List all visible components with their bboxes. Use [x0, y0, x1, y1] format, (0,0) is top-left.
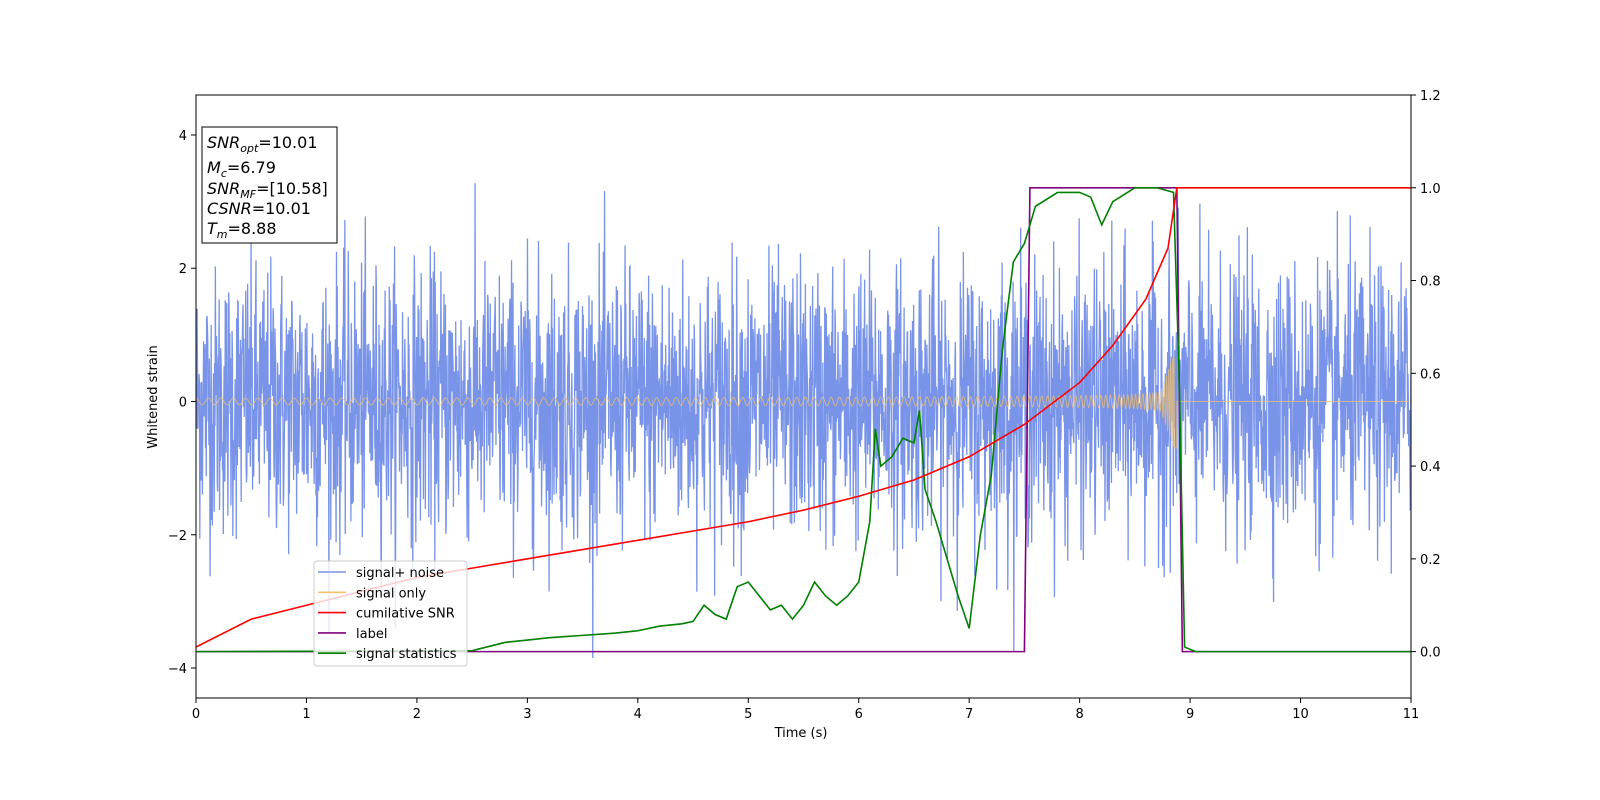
x-tick-label: 5: [744, 707, 752, 722]
plot-frame: [195, 94, 1412, 699]
y-right-tick-label: 0.6: [1420, 367, 1441, 382]
y-axis-right: 0.0 0.2 0.4 0.6 0.8 1.0 1.2: [1411, 89, 1441, 661]
annotation-tm: Tm=8.88: [207, 219, 277, 241]
x-tick-label: 9: [1186, 707, 1194, 722]
y-left-tick-label: 2: [179, 262, 187, 277]
x-tick-label: 2: [413, 707, 421, 722]
legend-label: cumilative SNR: [356, 607, 455, 622]
annotation-snr-mf: SNRMF=[10.58]: [207, 179, 328, 201]
legend-label: signal statistics: [356, 647, 457, 662]
y-left-tick-label: 4: [179, 129, 187, 144]
y-left-tick-label: −4: [168, 662, 187, 677]
legend-label: signal+ noise: [356, 566, 444, 581]
series-signal-only-line: [196, 356, 1411, 449]
x-tick-label: 3: [523, 707, 531, 722]
y-left-tick-label: −2: [168, 529, 187, 544]
y-right-tick-label: 1.0: [1420, 182, 1441, 197]
x-tick-label: 7: [965, 707, 973, 722]
annotation-csnr: CSNR=10.01: [207, 199, 311, 218]
legend-frame: [313, 560, 468, 667]
x-tick-label: 1: [302, 707, 310, 722]
series-signal-noise-line: [196, 183, 1411, 659]
x-tick-label: 6: [855, 707, 863, 722]
x-axis-title: Time (s): [774, 726, 828, 741]
y-left-tick-label: 0: [179, 395, 187, 410]
legend: signal+ noise signal only cumilative SNR la…: [313, 560, 468, 667]
y-axis-title: Whitened strain: [146, 345, 161, 448]
x-tick-label: 0: [192, 707, 200, 722]
y-right-tick-label: 1.2: [1420, 89, 1441, 104]
x-tick-label: 10: [1292, 707, 1309, 722]
legend-label: label: [356, 627, 387, 642]
x-tick-label: 4: [634, 707, 642, 722]
y-right-tick-label: 0.2: [1420, 553, 1441, 568]
x-tick-label: 8: [1075, 707, 1083, 722]
annotation-snr-opt: SNRopt=10.01: [207, 133, 318, 155]
legend-label: signal only: [356, 586, 426, 601]
series-signal-statistics-line: [196, 186, 1411, 653]
y-axis-left: −4 −2 0 2 4: [168, 129, 196, 677]
x-axis: 0 1 2 3 4 5 6 7 8 9 10 11: [192, 698, 1419, 722]
annotation-box: SNRopt=10.01 Mc=6.79 SNRMF=[10.58] CSNR=…: [201, 126, 338, 244]
y-right-tick-label: 0.0: [1420, 646, 1441, 661]
y-right-tick-label: 0.4: [1420, 460, 1441, 475]
y-right-tick-label: 0.8: [1420, 275, 1441, 290]
x-tick-label: 11: [1403, 707, 1420, 722]
annotation-mc: Mc=6.79: [207, 158, 276, 180]
